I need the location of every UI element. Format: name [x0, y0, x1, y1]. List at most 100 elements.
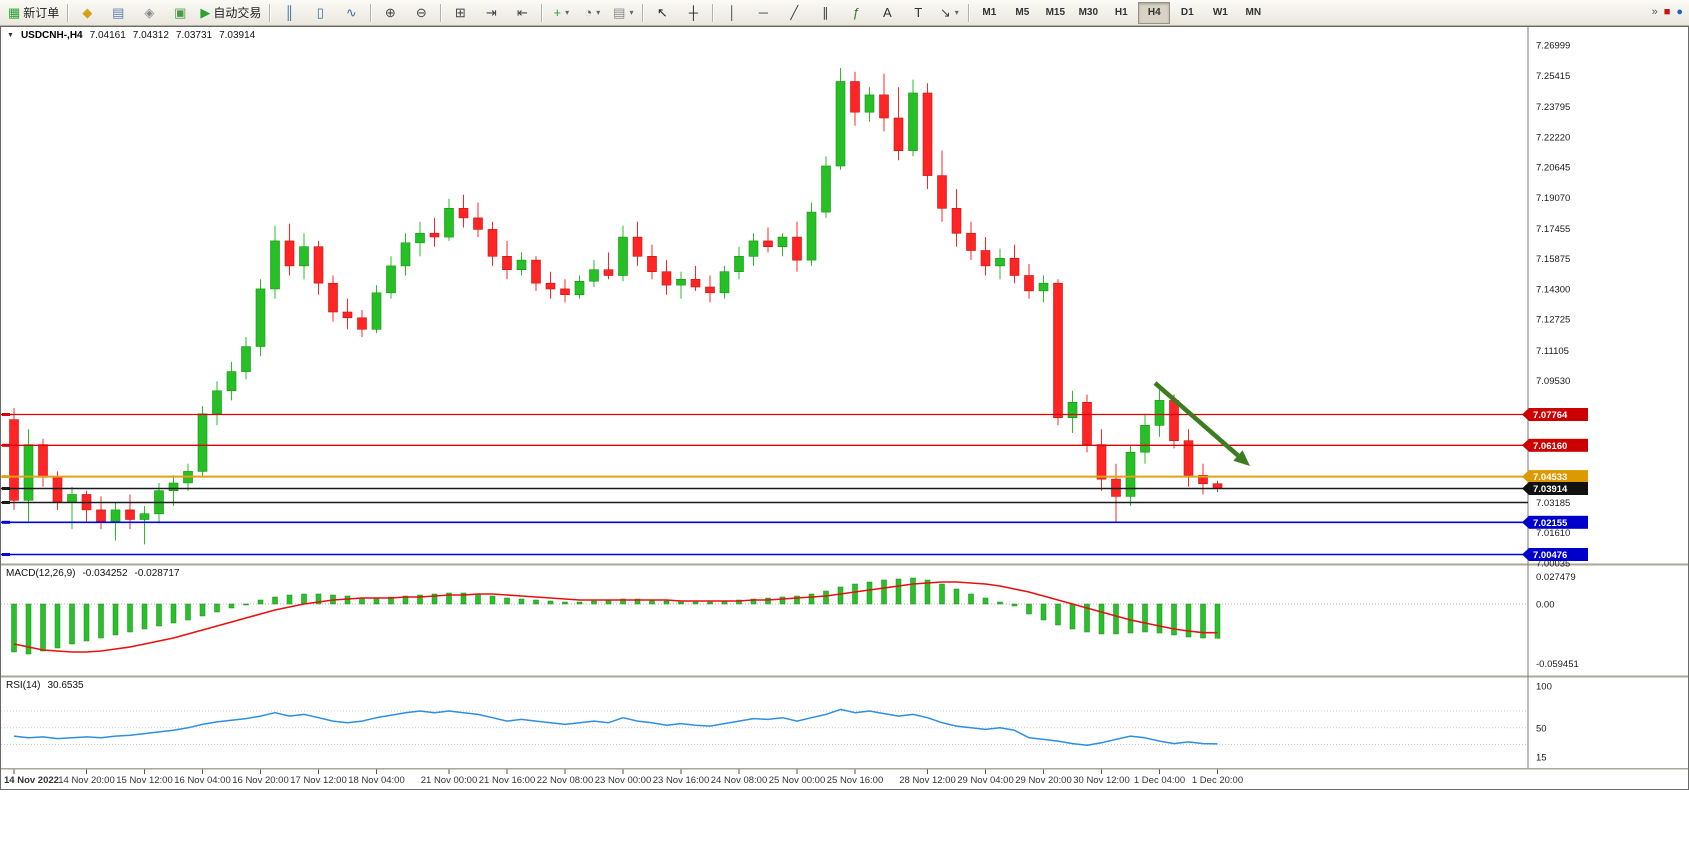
- macd-histogram-bar: [562, 601, 568, 605]
- macd-histogram-bar: [1171, 603, 1177, 636]
- toolbar-overflow-icon[interactable]: »: [1651, 6, 1658, 18]
- macd-histogram-bar: [910, 577, 916, 605]
- horizontal-line-button[interactable]: ─: [748, 1, 778, 25]
- pane-divider[interactable]: [1, 563, 1688, 566]
- price-lines: [1, 413, 1528, 556]
- period-button[interactable]: ◔ ▾: [577, 1, 607, 25]
- template-button[interactable]: ▤ ▾: [608, 1, 638, 25]
- line-anchor-marker[interactable]: [2, 413, 10, 416]
- candle-down: [313, 246, 324, 284]
- shapes-dropdown-icon[interactable]: ▾: [954, 8, 959, 17]
- alert-status-icon[interactable]: ■: [1663, 6, 1671, 18]
- new-order-label: 新订单: [23, 6, 60, 20]
- candle-up: [110, 509, 121, 522]
- timeframe-m30-button[interactable]: M30: [1078, 7, 1099, 18]
- macd-histogram-bar: [692, 601, 699, 605]
- price-axis-label: 7.20645: [1536, 163, 1570, 174]
- market-watch-button[interactable]: ◆: [72, 1, 102, 25]
- zoom-in-button[interactable]: ⊕: [375, 1, 405, 25]
- crosshair-icon: ┼: [688, 5, 698, 20]
- candle-up: [415, 232, 425, 244]
- macd-signal-value: -0.028717: [134, 568, 180, 579]
- line-anchor-marker[interactable]: [2, 553, 10, 556]
- macd-histogram-bar: [1055, 603, 1061, 626]
- price-axis[interactable]: 7.26999 7.25415 7.23795 7.22220 7.20645 7.190…: [1522, 41, 1588, 570]
- timeframe-m15-button[interactable]: M15: [1045, 7, 1066, 18]
- data-window-button[interactable]: ▤: [103, 1, 133, 25]
- macd-histogram-bar: [1040, 603, 1047, 621]
- candle-down: [1096, 444, 1107, 480]
- ohlc-low-value: 7.03731: [175, 30, 213, 41]
- shapes-button[interactable]: ↘ ▾: [934, 1, 964, 25]
- cursor-icon: ↖: [656, 5, 668, 20]
- arrow-annotation-head[interactable]: [1233, 450, 1250, 466]
- chart-menu-icon[interactable]: ▼: [7, 32, 14, 39]
- chart-shift-button[interactable]: ⇤: [507, 1, 537, 25]
- toolbar-separator: [541, 3, 543, 22]
- line-chart-button[interactable]: ∿: [336, 1, 366, 25]
- add-indicator-dropdown-icon[interactable]: ▾: [565, 8, 570, 17]
- autotrading-button[interactable]: ▶ 自动交易: [196, 1, 265, 25]
- channel-button[interactable]: ∥: [810, 1, 840, 25]
- macd-histogram-bar: [1011, 603, 1018, 607]
- timeframe-m5-button[interactable]: M5: [1015, 7, 1030, 18]
- timeframe-w1-button[interactable]: W1: [1212, 7, 1228, 18]
- label-button[interactable]: T: [903, 1, 933, 25]
- timeframe-h4-button[interactable]: H4: [1138, 1, 1171, 24]
- macd-histogram-bar: [54, 603, 61, 649]
- crosshair-button[interactable]: ┼: [678, 1, 708, 25]
- terminal-button[interactable]: ▣: [165, 1, 195, 25]
- timeframe-h1-button[interactable]: H1: [1114, 7, 1128, 18]
- rsi-indicator: 100 50 15: [1, 682, 1552, 764]
- timeframe-mn-button[interactable]: MN: [1245, 7, 1262, 18]
- tile-windows-button[interactable]: ⊞: [445, 1, 475, 25]
- time-label: 23 Nov 16:00: [653, 775, 710, 786]
- macd-histogram-bar: [388, 596, 394, 605]
- fibonacci-button[interactable]: ƒ: [841, 1, 871, 25]
- trendline-button[interactable]: ╱: [779, 1, 809, 25]
- candle-down: [52, 476, 63, 503]
- line-anchor-marker[interactable]: [2, 520, 10, 524]
- time-label: 25 Nov 16:00: [827, 775, 884, 786]
- auto-scroll-button[interactable]: ⇥: [476, 1, 506, 25]
- candle-up: [241, 346, 251, 372]
- template-dropdown-icon[interactable]: ▾: [629, 8, 634, 17]
- toolbar-separator: [968, 3, 970, 22]
- macd-histogram-bar: [997, 601, 1003, 605]
- arrow-annotation[interactable]: [1153, 381, 1240, 458]
- line-anchor-marker[interactable]: [2, 487, 10, 490]
- add-indicator-button[interactable]: + ▾: [546, 1, 576, 25]
- price-axis-label: 7.15875: [1536, 254, 1570, 265]
- line-anchor-marker[interactable]: [2, 475, 10, 479]
- timeframe-m1-button[interactable]: M1: [982, 7, 997, 18]
- time-label: 30 Nov 12:00: [1073, 775, 1130, 786]
- candle-up: [734, 255, 744, 272]
- line-anchor-marker[interactable]: [2, 443, 10, 447]
- timeframe-d1-button[interactable]: D1: [1180, 7, 1194, 18]
- candle-up: [748, 240, 759, 257]
- zoom-out-button[interactable]: ⊖: [406, 1, 436, 25]
- macd-histogram-bar: [779, 596, 786, 605]
- bar-chart-button[interactable]: ║: [274, 1, 304, 25]
- svg-text:7.02155: 7.02155: [1533, 518, 1568, 529]
- macd-histogram-bar: [939, 583, 945, 605]
- price-axis-label: 7.19070: [1536, 193, 1570, 204]
- time-axis[interactable]: 14 Nov 2022 14 Nov 20:00 15 Nov 12:00 16 No…: [4, 769, 1243, 787]
- navigator-button[interactable]: ◈: [134, 1, 164, 25]
- cursor-button[interactable]: ↖: [647, 1, 677, 25]
- toolbar-separator: [642, 3, 644, 22]
- candle-up: [1067, 401, 1078, 418]
- news-status-icon[interactable]: ●: [1676, 6, 1683, 18]
- time-label: 29 Nov 04:00: [957, 775, 1014, 786]
- candle-down: [38, 444, 48, 478]
- candlestick-chart-button[interactable]: ▯: [305, 1, 335, 25]
- macd-histogram-bar: [228, 603, 235, 609]
- macd-histogram-bar: [460, 592, 467, 605]
- new-order-button[interactable]: ▦ 新订单: [4, 1, 63, 25]
- text-button[interactable]: A: [872, 1, 902, 25]
- period-dropdown-icon[interactable]: ▾: [596, 8, 601, 17]
- pane-divider[interactable]: [1, 675, 1688, 678]
- line-anchor-marker[interactable]: [2, 501, 10, 504]
- vertical-line-button[interactable]: │: [717, 1, 747, 25]
